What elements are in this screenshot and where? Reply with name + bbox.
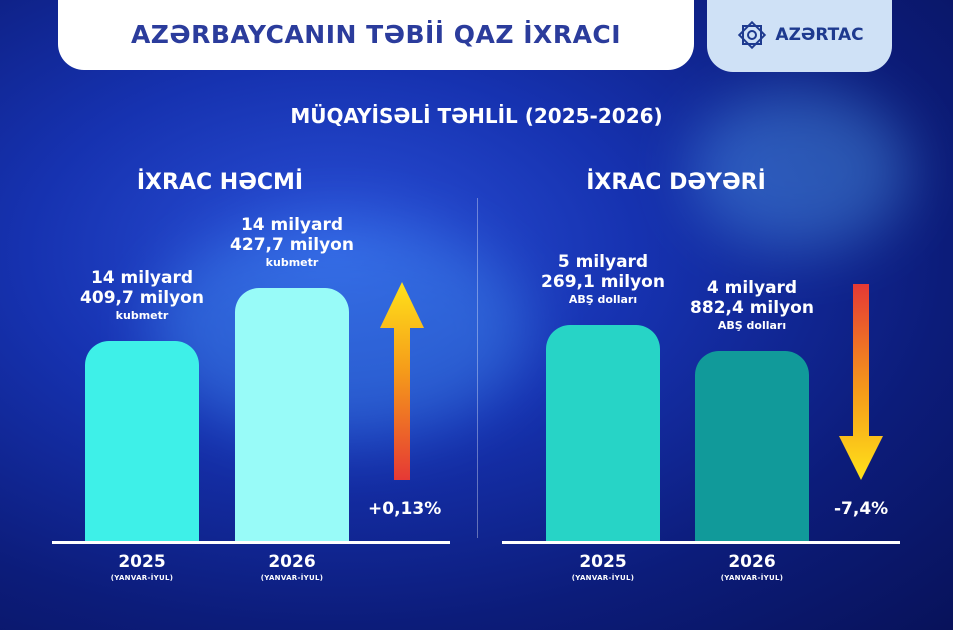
x-tick-2026-value: 2026 (YANVAR-İYUL) — [692, 552, 812, 582]
data-label-2025-volume: 14 milyard 409,7 milyon kubmetr — [42, 268, 242, 323]
label-line2: 269,1 milyon — [541, 271, 665, 292]
label-line1: 14 milyard — [240, 215, 344, 235]
x-tick-2025-value: 2025 (YANVAR-İYUL) — [543, 552, 663, 582]
period-label: (YANVAR-İYUL) — [571, 574, 635, 582]
period-label: (YANVAR-İYUL) — [110, 574, 174, 582]
label-unit: ABŞ dolları — [717, 319, 787, 333]
label-unit: kubmetr — [115, 309, 169, 323]
label-unit: kubmetr — [265, 256, 319, 270]
label-line1: 4 milyard — [706, 278, 798, 299]
period-label: (YANVAR-İYUL) — [720, 574, 784, 582]
year-label: 2025 — [579, 552, 627, 572]
background-glow — [690, 90, 910, 250]
label-unit: ABŞ dolları — [568, 293, 638, 307]
page-subtitle: MÜQAYİSƏLİ TƏHLİL (2025-2026) — [290, 104, 663, 128]
page-title: AZƏRBAYCANIN TƏBİİ QAZ İXRACI — [130, 19, 622, 49]
year-label: 2026 — [268, 552, 316, 572]
bar-2025-value — [546, 325, 660, 541]
logo-text: AZƏRTAC — [775, 25, 864, 45]
baseline-volume — [52, 541, 450, 544]
arrow-down-icon — [839, 284, 883, 480]
year-label: 2025 — [118, 552, 166, 572]
bar-2026-value — [695, 351, 809, 541]
label-line2: 882,4 milyon — [690, 297, 814, 318]
year-label: 2026 — [728, 552, 776, 572]
label-line2: 427,7 milyon — [230, 234, 354, 255]
change-percent-value: -7,4% — [834, 499, 889, 519]
label-line1: 14 milyard — [90, 268, 194, 288]
x-tick-2026-volume: 2026 (YANVAR-İYUL) — [232, 552, 352, 582]
data-label-2025-value: 5 milyard 269,1 milyon ABŞ dolları — [503, 252, 703, 307]
label-line2: 409,7 milyon — [80, 287, 204, 308]
data-label-2026-volume: 14 milyard 427,7 milyon kubmetr — [192, 215, 392, 270]
chart-title-value: İXRAC DƏYƏRİ — [586, 170, 766, 195]
section-divider — [477, 198, 478, 538]
azertac-emblem-icon — [738, 20, 767, 50]
period-label: (YANVAR-İYUL) — [260, 574, 324, 582]
bar-2026-volume — [235, 288, 349, 541]
bar-2025-volume — [85, 341, 199, 541]
x-tick-2025-volume: 2025 (YANVAR-İYUL) — [82, 552, 202, 582]
data-label-2026-value: 4 milyard 882,4 milyon ABŞ dolları — [652, 279, 852, 333]
baseline-value — [502, 541, 900, 544]
header-title-box: AZƏRBAYCANIN TƏBİİ QAZ İXRACI — [58, 0, 694, 70]
arrow-up-icon — [380, 282, 424, 480]
label-line1: 5 milyard — [557, 252, 649, 272]
chart-title-volume: İXRAC HƏCMİ — [136, 170, 304, 195]
change-percent-volume: +0,13% — [368, 499, 442, 519]
logo: AZƏRTAC — [707, 0, 892, 72]
